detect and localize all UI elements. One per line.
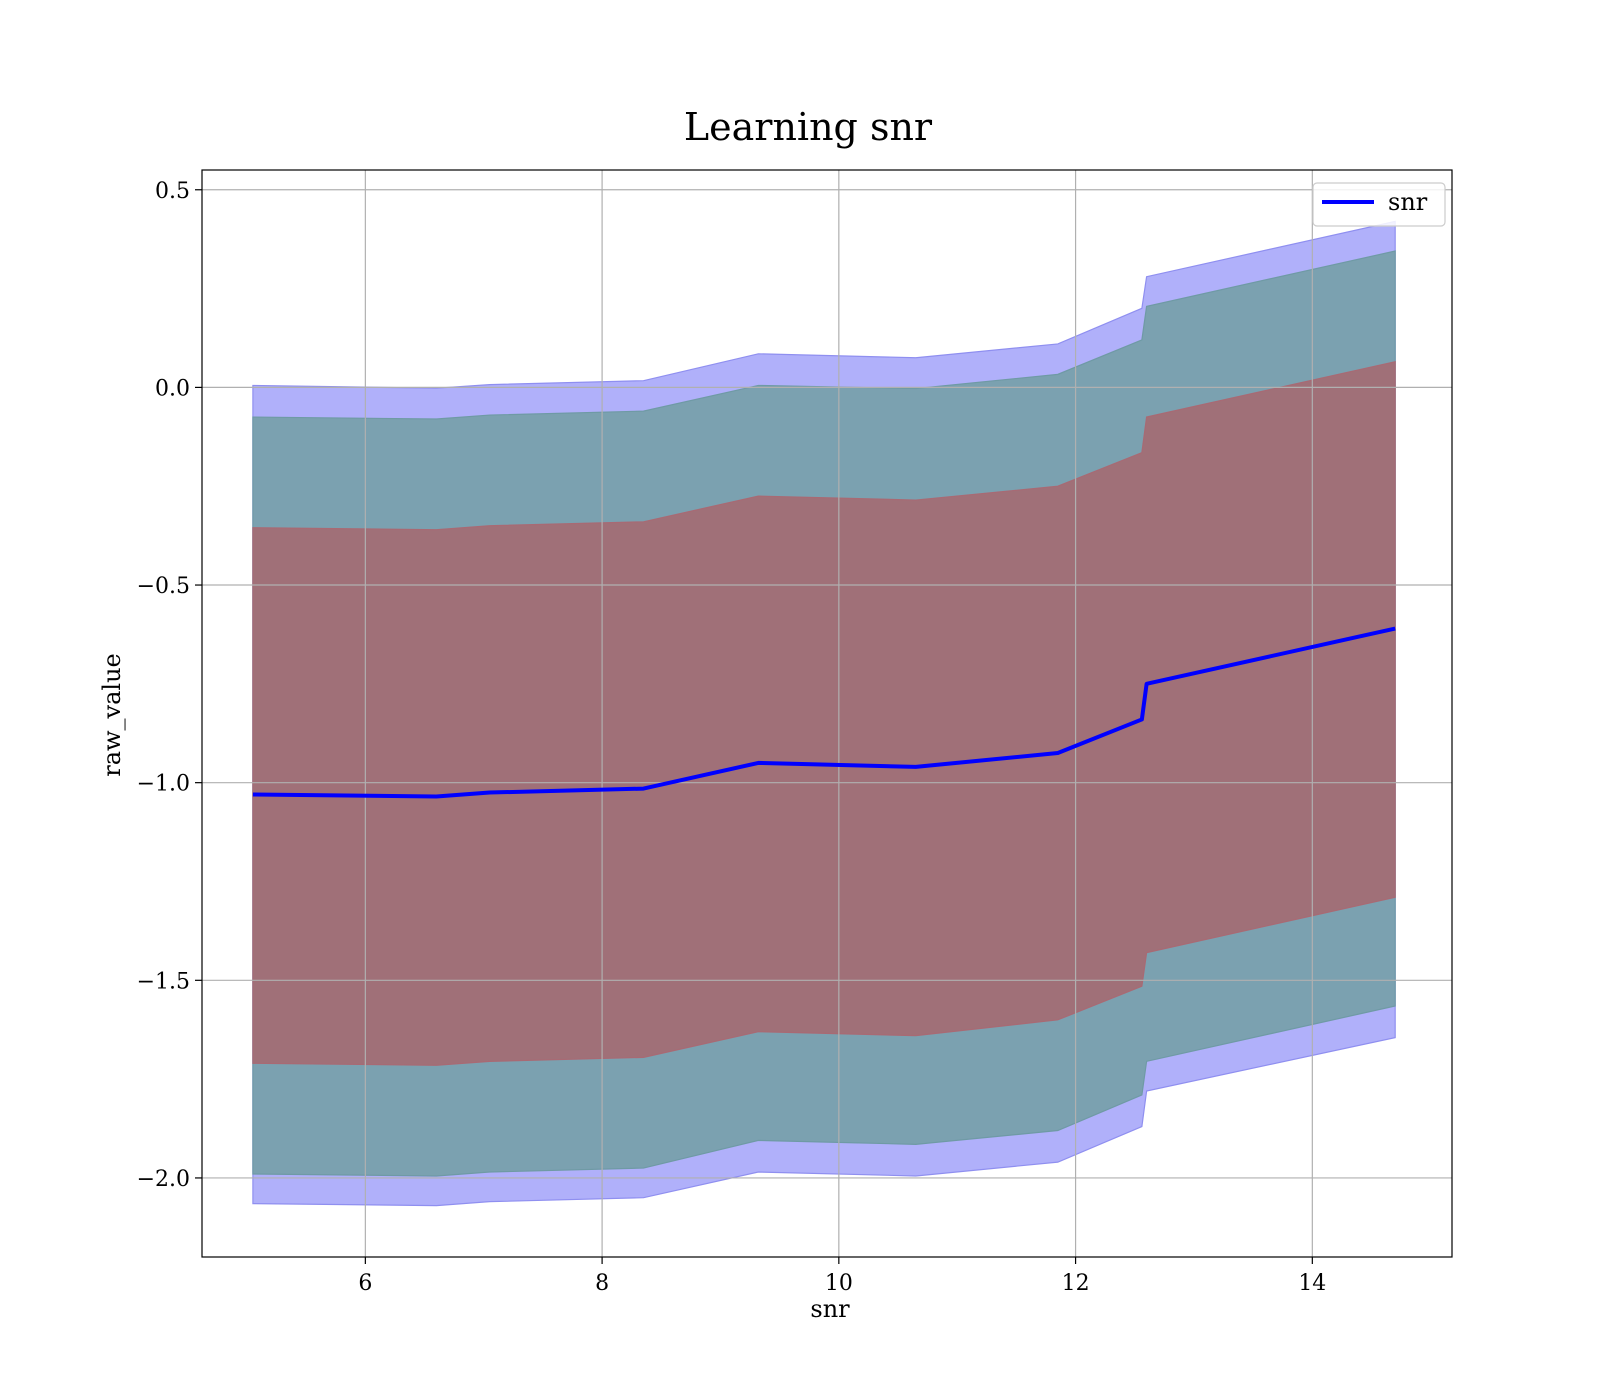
x-tick-label: 8 [595,1271,609,1296]
y-tick-label: −1.0 [137,772,190,797]
y-axis-label: raw_value [98,653,126,777]
legend: snr [1312,182,1446,227]
series-line-snr [252,626,1396,799]
y-tick-label: 0.5 [155,179,190,204]
series-lines [252,626,1396,799]
y-tick-label: 0.0 [155,376,190,401]
chart-title: Learning snr [684,105,933,149]
y-tick-label: −2.0 [137,1167,190,1192]
band-inner [252,360,1396,1066]
y-tick-label: −0.5 [137,574,190,599]
plot-frame [201,169,1453,1258]
x-tick-label: 12 [1062,1271,1090,1296]
x-tick-label: 6 [358,1271,372,1296]
confidence-bands [252,220,1396,1207]
x-tick-label: 14 [1298,1271,1326,1296]
y-tick-label: −1.5 [137,969,190,994]
legend-box [1312,182,1446,227]
x-tick-label: 10 [825,1271,853,1296]
axis-ticks: 6 8 10 12 14 0.5 0.0 −0.5 −1.0 −1.5 −2.0 [137,179,1327,1296]
x-axis-label: snr [810,1295,850,1323]
legend-label-snr: snr [1388,188,1428,216]
grid-lines [202,170,1452,1257]
